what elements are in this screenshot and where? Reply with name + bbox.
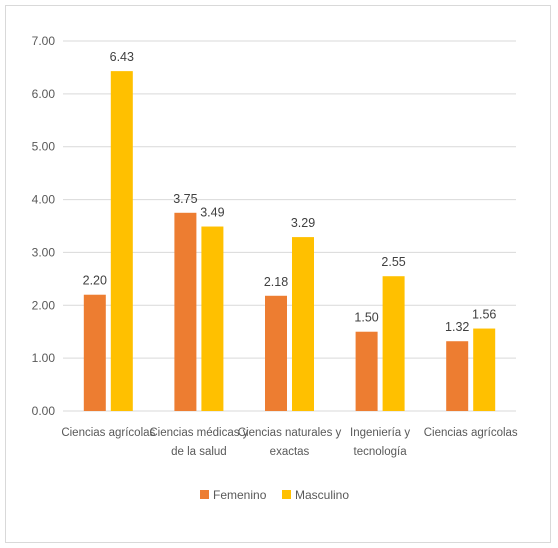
y-tick-label: 2.00 xyxy=(32,298,56,312)
bar-femenino xyxy=(265,295,287,411)
y-tick-label: 3.00 xyxy=(32,245,56,259)
legend-swatch-masculino xyxy=(282,490,291,499)
data-label: 2.18 xyxy=(264,275,288,289)
bar-chart: 0.00 1.00 2.00 3.00 4.00 5.00 6.00 7.00 2.20 6.4… xyxy=(32,34,518,502)
y-tick-label: 6.00 xyxy=(32,87,56,101)
bar-masculino xyxy=(292,237,314,411)
legend-label-femenino: Femenino xyxy=(213,488,267,502)
bar-femenino xyxy=(446,341,469,411)
gridlines xyxy=(63,40,516,412)
y-tick-label: 4.00 xyxy=(32,193,56,207)
bar-femenino xyxy=(174,212,197,411)
legend-swatch-femenino xyxy=(200,490,209,499)
data-label: 3.29 xyxy=(291,216,315,230)
x-category-label: Ciencias agrícolas xyxy=(424,427,518,439)
x-category-label: Ciencias médicas y de la salud xyxy=(149,427,248,458)
y-tick-label: 0.00 xyxy=(32,404,56,418)
y-tick-label: 7.00 xyxy=(32,34,56,48)
chart-frame: 0.00 1.00 2.00 3.00 4.00 5.00 6.00 7.00 2.20 6.4… xyxy=(5,5,551,543)
y-tick-label: 5.00 xyxy=(32,140,56,154)
bars xyxy=(83,71,496,411)
x-category-label: Ciencias naturales y exactas xyxy=(238,427,342,458)
data-label: 2.55 xyxy=(381,255,405,269)
data-label: 1.50 xyxy=(354,311,378,325)
data-label: 6.43 xyxy=(110,50,134,64)
data-label: 1.56 xyxy=(472,308,496,322)
bar-masculino xyxy=(382,276,405,411)
data-labels: 2.20 6.43 3.753.49 2.18 3.29 1.50 2.55 1.321.56 xyxy=(83,50,497,334)
bar-masculino xyxy=(473,328,496,411)
data-label: 3.75 xyxy=(173,192,197,206)
y-axis-ticks: 0.00 1.00 2.00 3.00 4.00 5.00 6.00 7.00 xyxy=(32,34,56,418)
legend-label-masculino: Masculino xyxy=(295,488,349,502)
legend: Femenino Masculino xyxy=(200,488,349,502)
x-category-label: Ingeniería y tecnología xyxy=(350,427,410,458)
data-label: 3.49 xyxy=(200,206,224,220)
y-tick-label: 1.00 xyxy=(32,351,56,365)
data-label: 1.32 xyxy=(445,320,469,334)
bar-masculino xyxy=(201,226,224,411)
bar-femenino xyxy=(83,294,106,411)
bar-masculino xyxy=(110,71,133,411)
data-label: 2.20 xyxy=(83,274,107,288)
x-category-label: Ciencias agrícolas xyxy=(61,427,155,439)
bar-femenino xyxy=(355,331,378,411)
